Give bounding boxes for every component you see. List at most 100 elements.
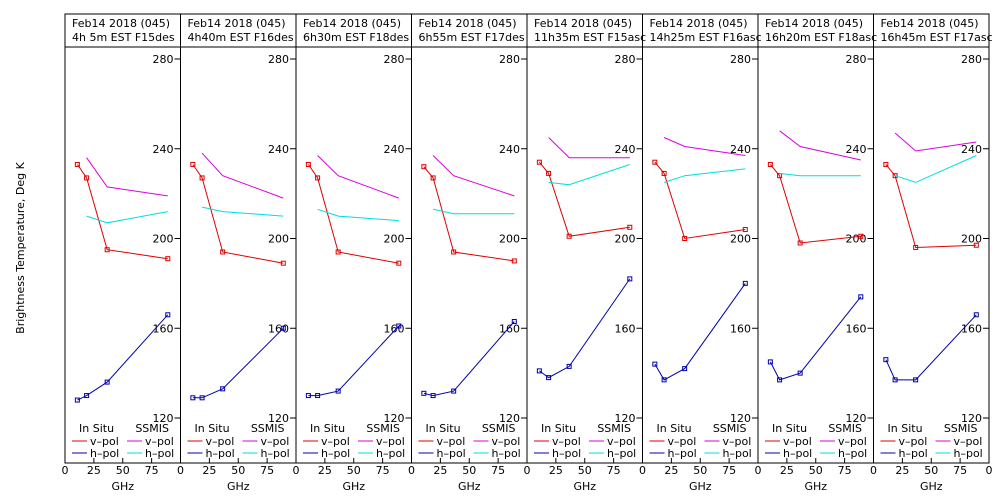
ssmis-hpol-line [548,164,630,186]
y-tick-label: 240 [384,143,405,156]
legend-ssmis-header: SSMIS [713,422,747,435]
x-tick-label: 0 [62,464,69,477]
legend-insitu-hpol-label: h–pol [206,447,235,460]
x-axis-label: GHz [573,480,596,493]
insitu-hpol-point [74,397,80,403]
legend-insitu-vpol-label: v–pol [90,435,119,448]
panel-title: Feb14 2018 (045) [188,17,286,30]
ssmis-hpol-line [201,206,284,217]
insitu-hpol-point [566,363,572,369]
y-tick-label: 240 [730,143,751,156]
insitu-vpol-point [566,233,572,239]
insitu-hpol-line [769,296,862,381]
insitu-hpol-line [77,314,169,401]
y-tick-label: 280 [499,53,520,66]
insitu-vpol-point [797,240,803,246]
insitu-vpol-point [280,260,286,266]
y-tick-label: 200 [730,233,751,246]
insitu-hpol-point [335,388,341,394]
x-tick-label: 75 [145,464,159,477]
insitu-vpol-point [767,161,773,167]
panel-6: Feb14 2018 (045)14h25m EST F16asc 120 160 2… [639,14,762,493]
legend-ssmis-hpol-label: h–pol [607,447,636,460]
legend-insitu-hpol-label: h–pol [783,447,812,460]
y-tick-label: 120 [730,412,751,425]
insitu-vpol-point [883,161,889,167]
insitu-vpol-point [546,170,552,176]
ssmis-hpol-line [779,172,861,177]
insitu-hpol-point [104,379,110,385]
ssmis-hpol-line [894,155,977,183]
x-tick-label: 50 [578,464,592,477]
ssmis-vpol-line [86,157,168,197]
y-tick-label: 120 [384,412,405,425]
y-tick-label: 200 [499,233,520,246]
legend-insitu-hpol-label: h–pol [90,447,119,460]
insitu-vpol-point [74,161,80,167]
legend-insitu-header: In Situ [79,422,114,435]
x-tick-label: 25 [549,464,563,477]
panel-title: Feb14 2018 (045) [881,17,979,30]
x-tick-label: 75 [376,464,390,477]
x-axis-label: GHz [227,480,250,493]
x-tick-label: 25 [664,464,678,477]
insitu-hpol-point [396,323,402,329]
insitu-vpol-point [973,242,979,248]
x-tick-label: 25 [780,464,794,477]
insitu-hpol-point [511,319,517,325]
y-tick-label: 160 [846,322,867,335]
panel-title: Feb14 2018 (045) [303,17,401,30]
insitu-vpol-line [654,161,746,240]
legend-ssmis-header: SSMIS [828,422,862,435]
insitu-vpol-point [742,227,748,233]
x-tick-label: 75 [838,464,852,477]
x-tick-label: 25 [318,464,332,477]
y-tick-label: 120 [153,412,174,425]
legend-ssmis-vpol-label: v–pol [492,435,521,448]
y-tick-label: 280 [730,53,751,66]
legend-ssmis-header: SSMIS [597,422,631,435]
y-tick-label: 160 [268,322,289,335]
insitu-vpol-point [396,260,402,266]
insitu-vpol-point [858,233,864,239]
x-tick-label: 50 [924,464,938,477]
legend-insitu-header: In Situ [541,422,576,435]
insitu-hpol-point [430,393,436,399]
legend-ssmis-vpol-label: v–pol [838,435,867,448]
legend-insitu-header: In Situ [772,422,807,435]
y-tick-label: 200 [153,233,174,246]
y-tick-label: 280 [846,53,867,66]
ssmis-vpol-line [548,137,630,159]
insitu-hpol-point [536,368,542,374]
insitu-vpol-point [220,249,226,255]
x-tick-label: 0 [639,464,646,477]
ssmis-vpol-line [779,130,861,161]
legend-insitu-hpol-label: h–pol [899,447,928,460]
insitu-vpol-point [305,161,311,167]
insitu-hpol-point [280,325,286,331]
ssmis-vpol-line [894,132,977,152]
legend-ssmis-vpol-label: v–pol [261,435,290,448]
y-tick-label: 240 [153,143,174,156]
legend-insitu-header: In Situ [195,422,230,435]
x-tick-label: 25 [87,464,101,477]
legend-insitu-vpol-label: v–pol [668,435,697,448]
insitu-hpol-point [682,366,688,372]
panel-title: Feb14 2018 (045) [650,17,748,30]
legend-insitu-hpol-label: h–pol [437,447,466,460]
legend-insitu-vpol-label: v–pol [783,435,812,448]
insitu-vpol-line [885,164,977,249]
panel-subtitle: 16h20m EST F18asc [765,31,877,44]
insitu-vpol-line [770,164,861,244]
x-tick-label: 0 [524,464,531,477]
x-tick-label: 0 [755,464,762,477]
legend-insitu-vpol-label: v–pol [206,435,235,448]
y-tick-label: 280 [615,53,636,66]
insitu-hpol-point [220,386,226,392]
panel-subtitle: 4h40m EST F16des [188,31,294,44]
insitu-hpol-point [777,377,783,383]
y-tick-label: 200 [846,233,867,246]
y-tick-label: 160 [384,322,405,335]
insitu-vpol-point [451,249,457,255]
